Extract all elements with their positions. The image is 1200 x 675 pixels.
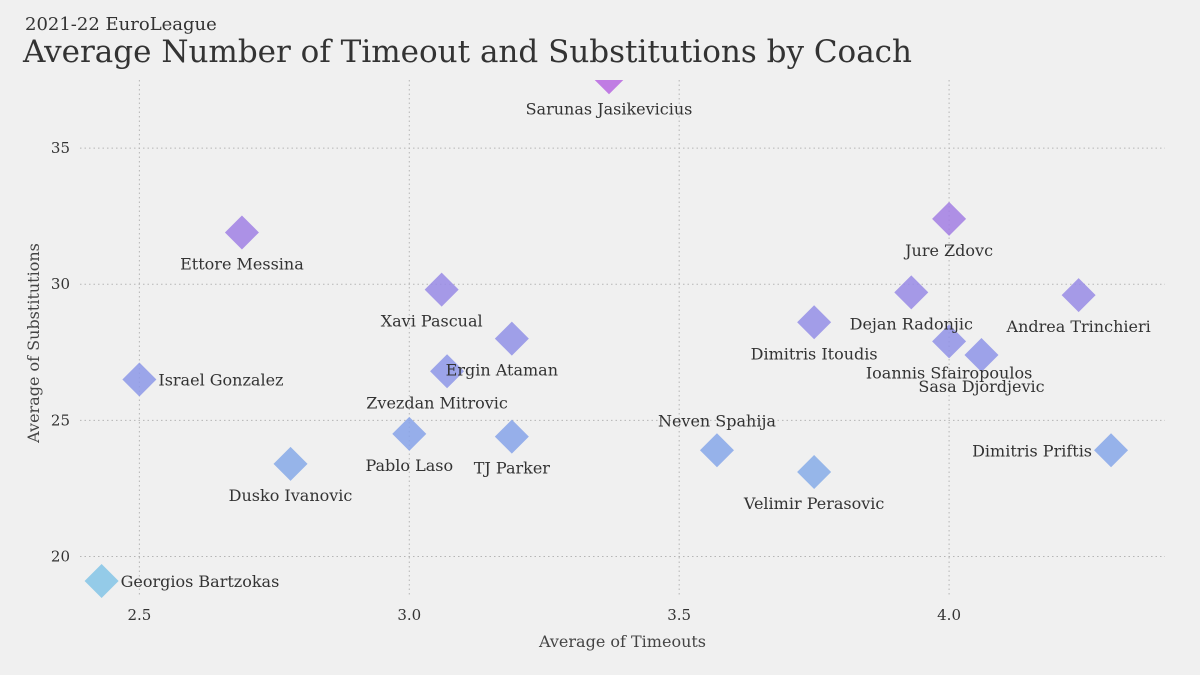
point-label: Israel Gonzalez bbox=[158, 370, 283, 389]
chart-title: Average Number of Timeout and Substituti… bbox=[23, 34, 913, 70]
x-tick-label: 4.0 bbox=[937, 606, 961, 624]
data-point-diamond bbox=[699, 433, 734, 468]
x-tick-label: 2.5 bbox=[127, 606, 151, 624]
point-label: Jure Zdovc bbox=[903, 241, 993, 260]
x-axis-title: Average of Timeouts bbox=[538, 632, 706, 651]
chart-subtitle: 2021-22 EuroLeague bbox=[25, 14, 217, 35]
data-point-diamond bbox=[894, 275, 929, 310]
point-label: TJ Parker bbox=[474, 459, 551, 478]
data-points bbox=[84, 80, 1129, 598]
y-tick-label: 25 bbox=[51, 411, 70, 429]
data-point-diamond bbox=[273, 446, 308, 481]
point-label: Velimir Perasovic bbox=[743, 494, 885, 513]
point-label: Dimitris Priftis bbox=[972, 441, 1092, 460]
y-tick-label: 30 bbox=[51, 275, 70, 293]
data-point-diamond bbox=[932, 324, 967, 359]
x-tick-label: 3.0 bbox=[397, 606, 421, 624]
x-tick-label: 3.5 bbox=[667, 606, 691, 624]
point-label: Zvezdan Mitrovic bbox=[366, 393, 508, 412]
point-label: Andrea Trinchieri bbox=[1006, 317, 1151, 336]
point-label: Sasa Djordjevic bbox=[918, 377, 1044, 396]
data-point-diamond bbox=[594, 80, 624, 95]
data-point-diamond bbox=[494, 321, 529, 356]
data-point-diamond bbox=[964, 337, 999, 372]
point-labels: Sarunas Jasikevicius Jure Zdovc Ettore Mes… bbox=[121, 99, 1151, 591]
data-point-diamond bbox=[494, 419, 529, 454]
point-label: Ergin Ataman bbox=[446, 361, 558, 380]
data-point-diamond bbox=[797, 455, 832, 490]
data-point-diamond bbox=[932, 201, 967, 236]
data-point-diamond bbox=[392, 416, 427, 451]
point-label: Georgios Bartzokas bbox=[121, 572, 280, 591]
point-label: Dimitris Itoudis bbox=[751, 344, 878, 363]
data-point-diamond bbox=[84, 563, 119, 598]
point-label: Neven Spahija bbox=[658, 411, 776, 430]
data-point-diamond bbox=[1061, 278, 1096, 313]
point-label: Ioannis Sfairopoulos bbox=[866, 363, 1032, 382]
data-point-diamond bbox=[1094, 433, 1129, 468]
point-label: Pablo Laso bbox=[365, 456, 453, 475]
y-tick-label: 20 bbox=[51, 547, 70, 565]
data-point-diamond bbox=[424, 272, 459, 307]
data-point-diamond bbox=[430, 354, 465, 389]
point-label: Ettore Messina bbox=[180, 254, 304, 273]
point-label: Dejan Radonjic bbox=[850, 314, 973, 333]
point-label: Xavi Pascual bbox=[381, 312, 483, 331]
data-point-diamond bbox=[122, 362, 157, 397]
grid bbox=[80, 80, 1165, 595]
y-tick-label: 35 bbox=[51, 139, 70, 157]
axis-ticks: 2.5 3.0 3.5 4.0 20 25 30 35 bbox=[51, 139, 961, 624]
data-point-diamond bbox=[797, 305, 832, 340]
point-label: Sarunas Jasikevicius bbox=[526, 99, 693, 118]
data-point-diamond bbox=[224, 215, 259, 250]
point-label: Dusko Ivanovic bbox=[229, 486, 353, 505]
y-axis-title: Average of Substitutions bbox=[24, 243, 43, 444]
